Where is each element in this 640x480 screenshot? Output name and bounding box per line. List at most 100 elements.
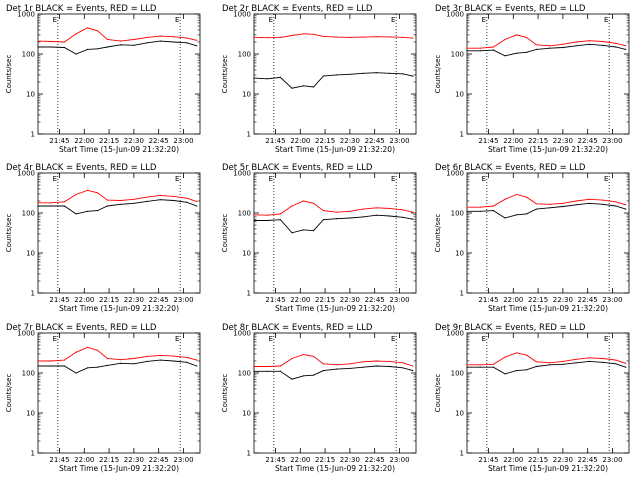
- x-axis-label: Start Time (15-Jun-09 21:32:20): [59, 145, 179, 154]
- data-point-events: [492, 49, 494, 51]
- y-axis-label: Counts/sec: [5, 55, 13, 94]
- x-tick-label: 22:00: [290, 456, 310, 464]
- data-point-events: [120, 362, 122, 364]
- data-point-events: [75, 53, 77, 55]
- x-tick-label: 22:45: [578, 456, 598, 464]
- data-point-events: [133, 363, 135, 365]
- data-point-lld: [525, 196, 528, 198]
- data-point-lld: [625, 45, 627, 47]
- data-point-events: [146, 360, 148, 362]
- data-point-lld: [37, 202, 39, 204]
- x-tick-label: 22:00: [503, 456, 523, 464]
- data-point-lld: [106, 199, 108, 201]
- chart-title: Det 3r BLACK = Events, RED = LLD: [435, 4, 586, 14]
- data-point-lld: [312, 33, 315, 35]
- x-tick-label: 22:00: [290, 137, 310, 145]
- data-point-lld: [535, 361, 538, 363]
- y-tick-label: 10: [455, 410, 464, 418]
- x-tick-label: 22:45: [365, 296, 385, 304]
- x-tick-label: 23:00: [602, 137, 622, 145]
- data-point-lld: [375, 36, 377, 38]
- x-tick-label: 22:30: [553, 137, 573, 145]
- data-point-lld: [336, 36, 338, 38]
- data-point-lld: [50, 202, 52, 204]
- data-point-events: [504, 373, 506, 375]
- data-point-lld: [106, 38, 108, 41]
- marker-label: E: [53, 16, 57, 24]
- series-line-lld: [467, 352, 626, 366]
- data-point-lld: [362, 208, 364, 210]
- y-tick-label: 100: [238, 210, 251, 218]
- y-tick-label: 10: [242, 250, 251, 258]
- data-point-lld: [196, 200, 198, 202]
- data-point-events: [389, 365, 391, 368]
- data-point-lld: [75, 193, 77, 196]
- y-tick-label: 100: [22, 210, 35, 218]
- x-tick-label: 21:45: [478, 137, 498, 145]
- data-point-events: [549, 364, 551, 366]
- data-point-lld: [266, 214, 268, 216]
- data-point-lld: [525, 354, 528, 356]
- x-axis-label: Start Time (15-Jun-09 21:32:20): [275, 464, 395, 473]
- x-axis-label: Start Time (15-Jun-09 21:32:20): [275, 304, 395, 313]
- data-point-lld: [504, 356, 506, 358]
- y-tick-label: 10: [242, 410, 251, 418]
- data-point-lld: [516, 352, 518, 354]
- data-point-lld: [63, 41, 65, 43]
- data-point-events: [312, 374, 315, 376]
- y-tick-label: 1: [247, 450, 251, 458]
- data-point-lld: [549, 203, 551, 205]
- y-tick-label: 1000: [233, 170, 251, 178]
- y-tick-label: 100: [22, 51, 35, 59]
- data-point-lld: [279, 213, 281, 215]
- data-point-lld: [120, 40, 122, 42]
- data-point-events: [37, 205, 39, 207]
- marker-label: E: [53, 335, 57, 343]
- data-point-events: [96, 366, 99, 368]
- data-point-events: [535, 208, 538, 210]
- data-point-events: [492, 366, 494, 368]
- data-point-lld: [196, 359, 198, 361]
- data-point-lld: [479, 364, 481, 366]
- x-tick-label: 21:45: [49, 456, 69, 464]
- data-point-lld: [186, 197, 188, 199]
- y-tick-label: 10: [26, 410, 35, 418]
- data-point-lld: [389, 36, 391, 38]
- data-point-events: [625, 366, 627, 368]
- data-point-events: [402, 73, 404, 75]
- data-point-events: [504, 55, 506, 57]
- chart-panel-7: Det 7r BLACK = Events, RED = LLD 1 10 100 10…: [5, 323, 201, 473]
- plot-frame: [466, 13, 630, 135]
- chart-panel-3: Det 3r BLACK = Events, RED = LLD 1 10 100 10…: [434, 4, 630, 154]
- data-point-events: [196, 205, 198, 207]
- data-point-lld: [196, 39, 198, 41]
- x-tick-label: 22:30: [340, 137, 360, 145]
- x-tick-label: 22:15: [315, 137, 335, 145]
- y-tick-label: 1: [460, 290, 464, 298]
- data-point-lld: [535, 203, 538, 205]
- data-point-lld: [291, 34, 293, 37]
- data-point-events: [466, 50, 468, 52]
- data-point-events: [615, 46, 617, 48]
- x-tick-label: 22:15: [99, 137, 119, 145]
- data-point-lld: [87, 189, 89, 191]
- data-point-events: [291, 87, 293, 89]
- data-point-lld: [492, 363, 494, 365]
- data-point-events: [575, 362, 577, 364]
- data-point-lld: [412, 365, 414, 367]
- marker-label: E: [175, 335, 179, 343]
- data-point-lld: [615, 359, 617, 361]
- x-tick-label: 22:30: [340, 456, 360, 464]
- data-point-lld: [466, 206, 468, 208]
- data-point-events: [96, 210, 99, 212]
- data-point-lld: [159, 35, 161, 37]
- data-point-events: [96, 48, 99, 50]
- x-tick-label: 22:15: [99, 456, 119, 464]
- data-point-lld: [303, 33, 305, 35]
- data-point-events: [133, 44, 135, 46]
- marker-label: E: [53, 175, 57, 183]
- data-point-lld: [75, 33, 77, 35]
- y-tick-label: 100: [238, 370, 251, 378]
- x-tick-label: 22:00: [503, 137, 523, 145]
- x-axis-label: Start Time (15-Jun-09 21:32:20): [59, 304, 179, 313]
